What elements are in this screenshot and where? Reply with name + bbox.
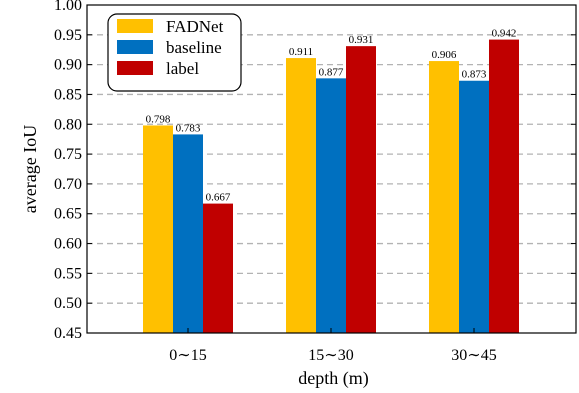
legend-label-label: label: [166, 59, 199, 78]
legend: FADNet baseline label: [107, 13, 242, 92]
legend-swatch-fadnet: [117, 19, 153, 33]
y-tick-label: 0.60: [54, 236, 82, 253]
y-tick-label: 0.50: [54, 295, 82, 312]
bar-label-1: [346, 46, 376, 334]
data-label: 0.873: [462, 69, 487, 81]
y-tick-label: 0.70: [54, 176, 82, 193]
data-labels: 0.798 0.783 0.667 0.911 0.877 0.931 0.906 0.873…: [146, 28, 517, 204]
data-label: 0.783: [176, 122, 201, 134]
x-axis-ticks: 0∼15 15∼30 30∼45: [169, 328, 497, 364]
x-tick-label: 30∼45: [451, 347, 496, 364]
y-axis-label: average IoU: [20, 125, 40, 213]
data-label: 0.877: [319, 66, 344, 78]
data-label: 0.798: [146, 113, 171, 125]
bar-label-2: [489, 39, 519, 334]
data-label: 0.906: [432, 49, 457, 61]
legend-label-baseline: baseline: [166, 38, 222, 57]
y-tick-label: 0.95: [54, 27, 82, 44]
y-tick-label: 1.00: [54, 0, 82, 14]
legend-swatch-label: [117, 61, 153, 75]
data-label: 0.911: [289, 46, 313, 58]
bar-fadnet-0: [143, 125, 173, 333]
x-tick-label: 0∼15: [169, 347, 206, 364]
y-tick-label: 0.85: [54, 86, 82, 103]
x-axis-label: depth (m): [298, 368, 368, 389]
y-tick-label: 0.80: [54, 116, 82, 133]
bar-label-0: [203, 203, 233, 333]
legend-swatch-baseline: [117, 40, 153, 54]
bar-baseline-1: [316, 78, 346, 334]
legend-label-fadnet: FADNet: [166, 17, 224, 36]
bar-fadnet-2: [429, 61, 459, 334]
y-tick-label: 0.65: [54, 206, 82, 223]
y-tick-label: 0.75: [54, 146, 82, 163]
y-tick-label: 0.90: [54, 57, 82, 74]
bars: [143, 39, 519, 334]
data-label: 0.667: [206, 192, 231, 204]
bar-baseline-0: [173, 134, 203, 333]
bar-fadnet-1: [286, 58, 316, 334]
data-label: 0.942: [492, 28, 517, 40]
y-axis-ticks: 0.45 0.50 0.55 0.60 0.65 0.70 0.75 0.80 0.85 0.90…: [54, 0, 576, 342]
bar-baseline-2: [459, 80, 489, 333]
y-tick-label: 0.55: [54, 265, 82, 282]
y-tick-label: 0.45: [54, 325, 82, 342]
data-label: 0.931: [349, 34, 374, 46]
x-tick-label: 15∼30: [308, 347, 353, 364]
